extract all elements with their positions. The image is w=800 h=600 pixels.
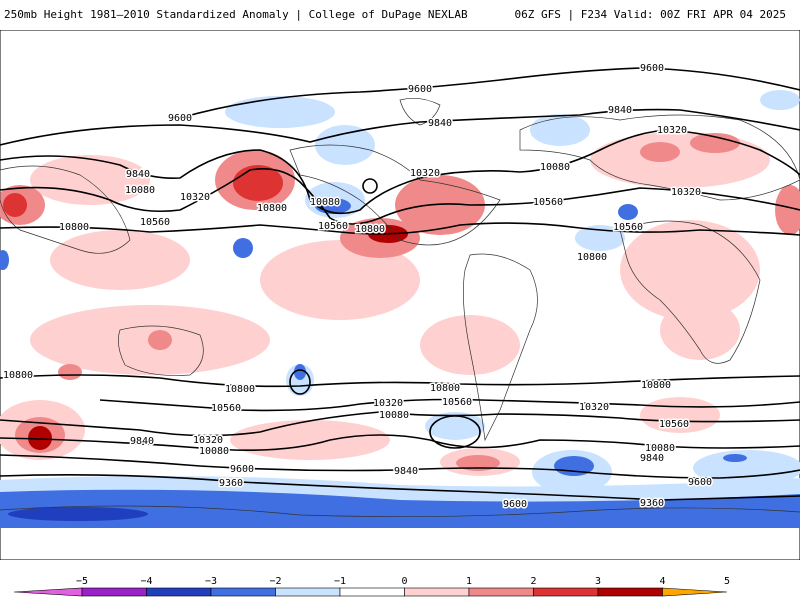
colorbar-bin xyxy=(597,587,663,597)
colorbar-bins xyxy=(13,587,728,597)
colorbar-bin xyxy=(13,587,83,597)
colorbar-tick-labels: −5 −4 −3 −2 −1 0 1 2 3 4 5 xyxy=(76,576,730,587)
colorbar-bin xyxy=(81,587,147,597)
contour-label: 10800 xyxy=(257,203,287,214)
colorbar-tick-label: −2 xyxy=(269,576,281,587)
colorbar-bin xyxy=(533,587,599,597)
contour-label: 10320 xyxy=(180,192,210,203)
contour-label: 10320 xyxy=(657,125,687,136)
contour-label: 9840 xyxy=(126,169,150,180)
contour-label: 9840 xyxy=(394,466,418,477)
colorbar-bin xyxy=(404,587,470,597)
colorbar-tick-label: −4 xyxy=(140,576,152,587)
contour-label: 9600 xyxy=(168,113,192,124)
contour-label: 10080 xyxy=(310,197,340,208)
colorbar-tick-label: 0 xyxy=(401,576,407,587)
contour-label: 10560 xyxy=(318,221,348,232)
contour-label: 10320 xyxy=(193,435,223,446)
colorbar-tick-label: −5 xyxy=(76,576,88,587)
contour-label: 9840 xyxy=(608,105,632,116)
colorbar-tick-label: 2 xyxy=(530,576,536,587)
colorbar-tick-label: 1 xyxy=(466,576,472,587)
contour-label: 10800 xyxy=(3,370,33,381)
colorbar-tick-label: −1 xyxy=(334,576,346,587)
contour-label: 9600 xyxy=(408,84,432,95)
contour-label: 10560 xyxy=(140,217,170,228)
colorbar-bin xyxy=(468,587,534,597)
contour-label: 10800 xyxy=(59,222,89,233)
colorbar-bin xyxy=(275,587,341,597)
colorbar-tick-label: 4 xyxy=(659,576,665,587)
map-title: 250mb Height 1981–2010 Standardized Anom… xyxy=(4,8,468,21)
contour-label: 10560 xyxy=(442,397,472,408)
colorbar-bin xyxy=(339,587,405,597)
colorbar-tick-label: −3 xyxy=(205,576,217,587)
contour-label: 10080 xyxy=(199,446,229,457)
contour-label: 10800 xyxy=(641,380,671,391)
colorbar-bin xyxy=(210,587,276,597)
contour-label: 10080 xyxy=(125,185,155,196)
contour-label: 10080 xyxy=(540,162,570,173)
colorbar-bin xyxy=(662,587,728,597)
contour-label: 9840 xyxy=(640,453,664,464)
contour-label: 10800 xyxy=(577,252,607,263)
anomaly-colorbar: −5 −4 −3 −2 −1 0 1 2 3 4 5 xyxy=(13,576,730,597)
contour-label: 10560 xyxy=(211,403,241,414)
contour-label: 9600 xyxy=(503,499,527,510)
contour-label: 10560 xyxy=(613,222,643,233)
contour-label: 9600 xyxy=(640,63,664,74)
contour-label: 10080 xyxy=(379,410,409,421)
contour-label: 10320 xyxy=(410,168,440,179)
contour-label: 10800 xyxy=(355,224,385,235)
colorbar-tick-label: 3 xyxy=(595,576,601,587)
colorbar-bin xyxy=(146,587,212,597)
height-contours xyxy=(0,67,800,501)
contour-label: 10560 xyxy=(533,197,563,208)
colorbar-tick-label: 5 xyxy=(724,576,730,587)
model-valid-time: 06Z GFS | F234 Valid: 00Z FRI APR 04 202… xyxy=(514,8,786,21)
anomaly-shading xyxy=(0,90,800,528)
contour-label: 10800 xyxy=(225,384,255,395)
contour-label: 10320 xyxy=(579,402,609,413)
contour-label: 10320 xyxy=(671,187,701,198)
contour-label: 10560 xyxy=(659,419,689,430)
contour-label: 9840 xyxy=(130,436,154,447)
coastlines xyxy=(0,98,800,518)
contour-label: 9600 xyxy=(230,464,254,475)
contour-label: 9360 xyxy=(219,478,243,489)
contour-label: 10800 xyxy=(430,383,460,394)
contour-label: 9360 xyxy=(640,498,664,509)
contour-label: 10080 xyxy=(645,443,675,454)
contour-label: 10320 xyxy=(373,398,403,409)
contour-label: 9840 xyxy=(428,118,452,129)
contour-label: 9600 xyxy=(688,477,712,488)
map-header: 250mb Height 1981–2010 Standardized Anom… xyxy=(0,0,800,30)
